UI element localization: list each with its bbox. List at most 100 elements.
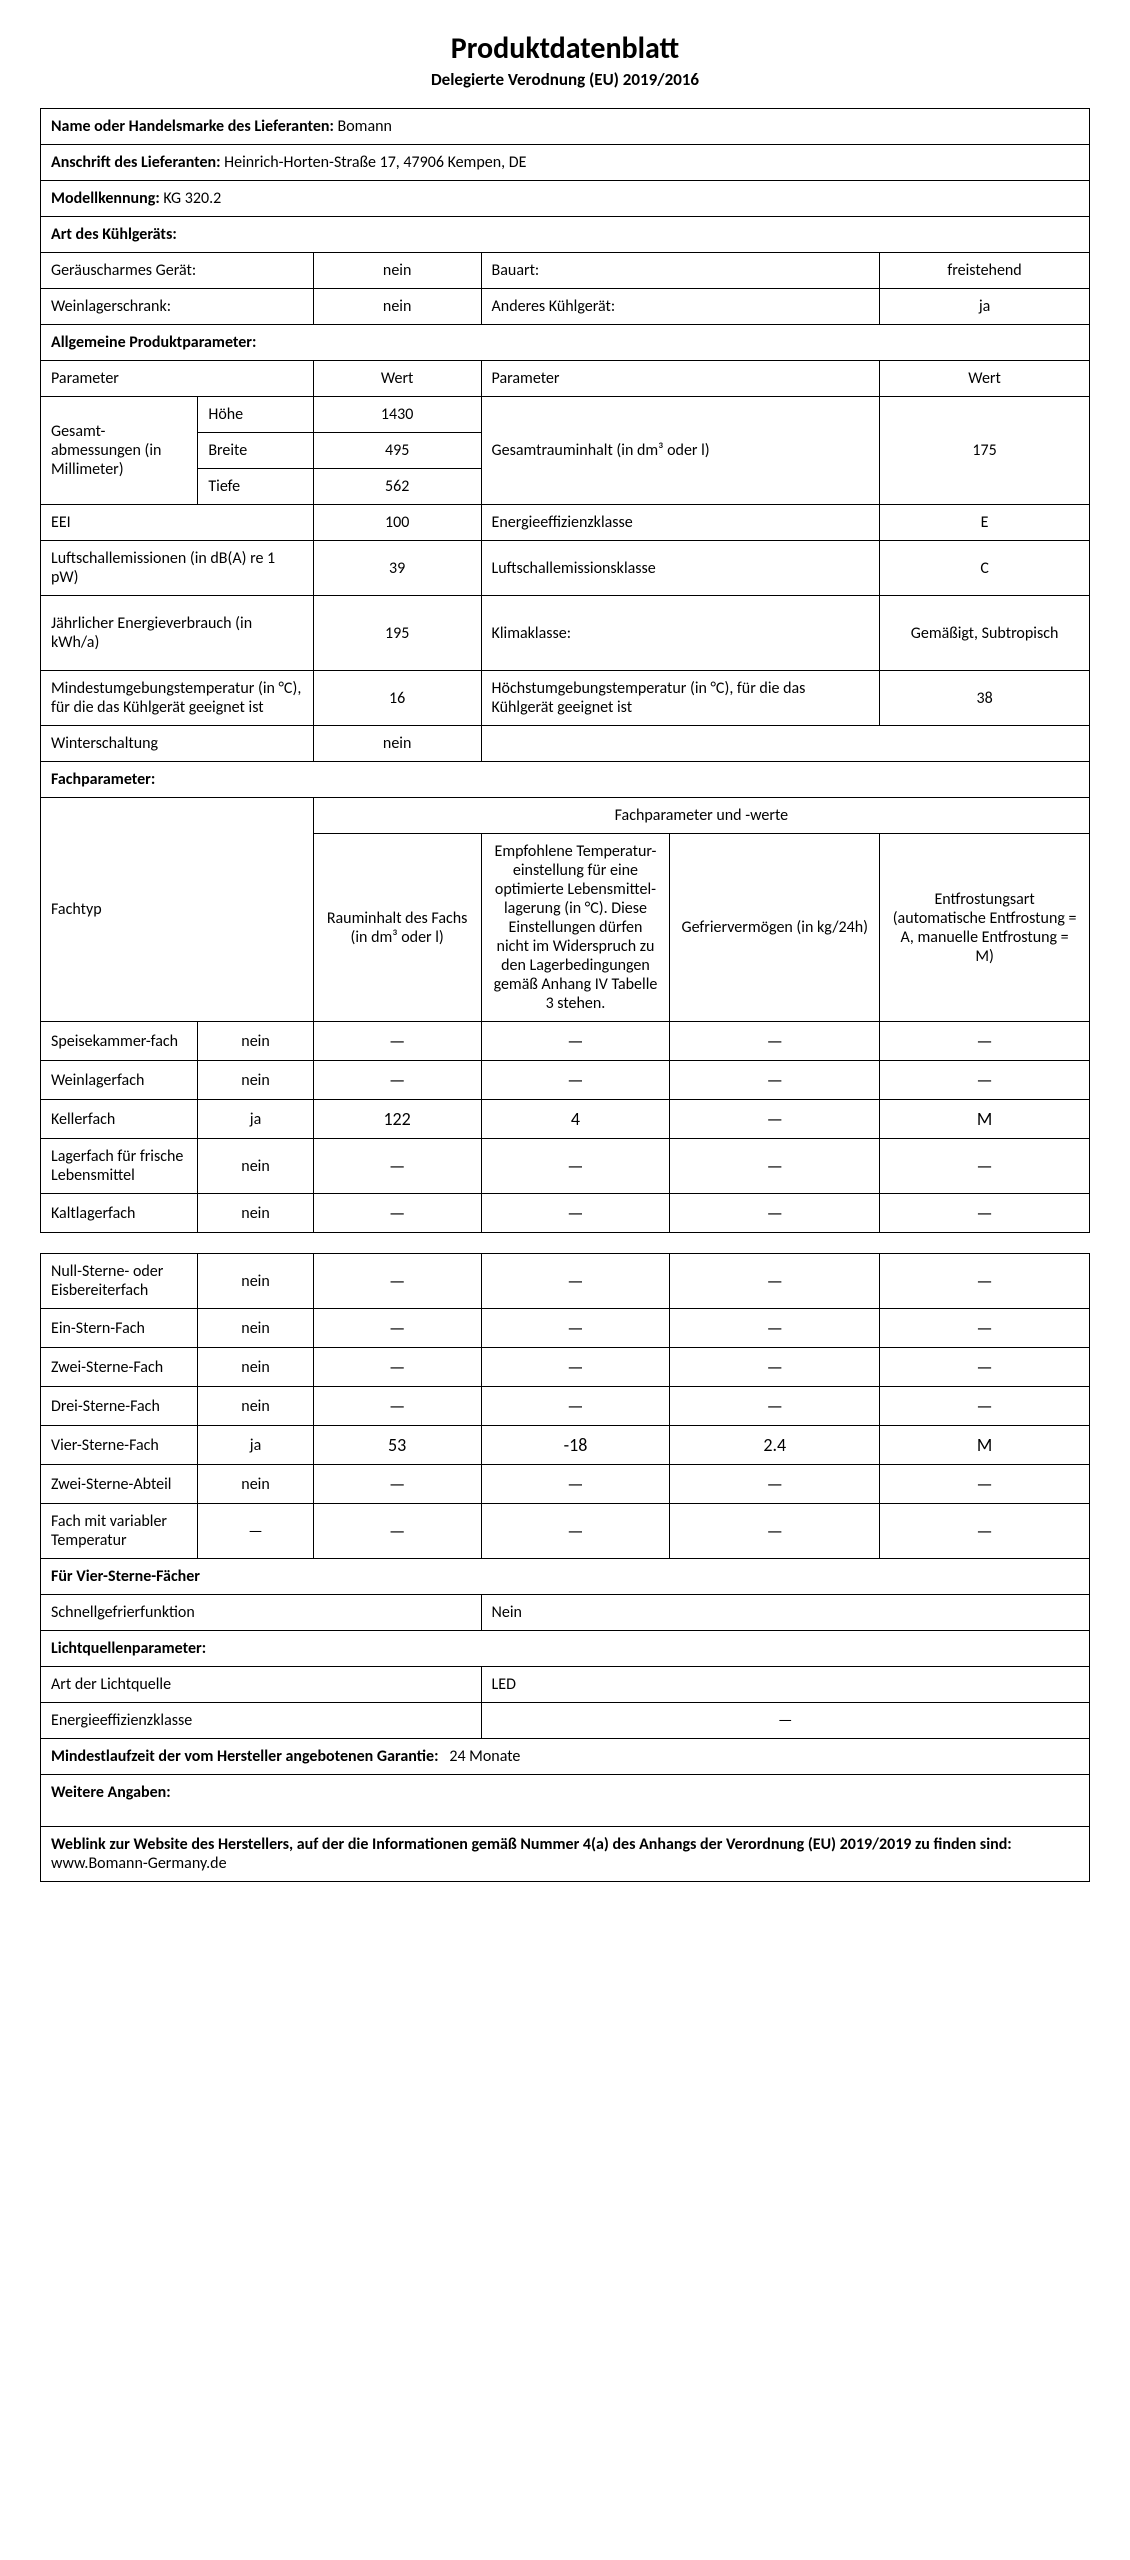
- compartment-vol: —: [313, 1254, 481, 1309]
- compartment-freeze: —: [670, 1022, 880, 1061]
- compartment-defrost: M: [880, 1100, 1090, 1139]
- compartment-vol: 122: [313, 1100, 481, 1139]
- parameter-label-1: Parameter: [41, 361, 314, 397]
- fachtyp-label: Fachtyp: [41, 798, 314, 1022]
- compartment-present: nein: [198, 1139, 313, 1194]
- eei-value: 100: [313, 505, 481, 541]
- table-row: Null-Sterne- oder Eisbereiterfachnein———…: [41, 1254, 1090, 1309]
- wine-value: nein: [313, 289, 481, 325]
- compartment-freeze: —: [670, 1387, 880, 1426]
- section-gap: [41, 1233, 1090, 1254]
- compartment-temp: —: [481, 1465, 670, 1504]
- dimensions-label: Gesamt-abmessungen (in Millimeter): [41, 397, 198, 505]
- col-defrost: Entfrostungsart (automatische Entfrostun…: [880, 834, 1090, 1022]
- max-temp-value: 38: [880, 671, 1090, 726]
- value-label-2: Wert: [880, 361, 1090, 397]
- compartment-present: nein: [198, 1061, 313, 1100]
- compartment-defrost: —: [880, 1194, 1090, 1233]
- page-subtitle: Delegierte Verodnung (EU) 2019/2016: [40, 69, 1090, 90]
- width-label: Breite: [198, 433, 313, 469]
- total-volume-value: 175: [880, 397, 1090, 505]
- compartment-name: Ein-Stern-Fach: [41, 1309, 198, 1348]
- quick-freeze-value: Nein: [481, 1595, 1089, 1631]
- compartment-vol: —: [313, 1139, 481, 1194]
- compartment-defrost: —: [880, 1061, 1090, 1100]
- low-noise-value: nein: [313, 253, 481, 289]
- height-label: Höhe: [198, 397, 313, 433]
- compartment-vol: —: [313, 1022, 481, 1061]
- compartment-vol: —: [313, 1348, 481, 1387]
- compartment-defrost: —: [880, 1387, 1090, 1426]
- weblink-label: Weblink zur Website des Herstellers, auf…: [51, 1835, 1012, 1854]
- warranty-label: Mindestlaufzeit der vom Hersteller angeb…: [51, 1747, 438, 1766]
- compartment-present: —: [198, 1504, 313, 1559]
- compartment-defrost: —: [880, 1022, 1090, 1061]
- total-volume-label: Gesamtrauminhalt (in dm³ oder l): [481, 397, 880, 505]
- winter-label: Winterschaltung: [41, 726, 314, 762]
- compartment-name: Null-Sterne- oder Eisbereiterfach: [41, 1254, 198, 1309]
- compartment-present: nein: [198, 1254, 313, 1309]
- compartment-defrost: M: [880, 1426, 1090, 1465]
- compartment-defrost: —: [880, 1465, 1090, 1504]
- compartment-name: Weinlagerfach: [41, 1061, 198, 1100]
- compartment-freeze: —: [670, 1100, 880, 1139]
- compartment-temp: —: [481, 1387, 670, 1426]
- compartment-present: nein: [198, 1465, 313, 1504]
- type-header: Art des Kühlgeräts:: [41, 217, 1090, 253]
- supplier-name-row: Name oder Handelsmarke des Lieferanten: …: [41, 109, 1090, 145]
- compartment-name: Speisekammer-fach: [41, 1022, 198, 1061]
- compartment-temp: —: [481, 1504, 670, 1559]
- light-type-value: LED: [481, 1667, 1089, 1703]
- compartment-temp: —: [481, 1139, 670, 1194]
- annual-energy-value: 195: [313, 596, 481, 671]
- compartment-freeze: 2.4: [670, 1426, 880, 1465]
- construction-value: freistehend: [880, 253, 1090, 289]
- supplier-address-row: Anschrift des Lieferanten: Heinrich-Hort…: [41, 145, 1090, 181]
- table-row: Lagerfach für frische Lebensmittelnein——…: [41, 1139, 1090, 1194]
- quick-freeze-label: Schnellgefrierfunktion: [41, 1595, 482, 1631]
- light-class-label: Energieeffizienzklasse: [41, 1703, 482, 1739]
- table-row: Vier-Sterne-Fachja53-182.4M: [41, 1426, 1090, 1465]
- datasheet-table: Name oder Handelsmarke des Lieferanten: …: [40, 108, 1090, 1882]
- compartment-name: Vier-Sterne-Fach: [41, 1426, 198, 1465]
- compartment-temp: —: [481, 1061, 670, 1100]
- construction-label: Bauart:: [481, 253, 880, 289]
- table-row: Zwei-Sterne-Abteilnein————: [41, 1465, 1090, 1504]
- weblink-value: www.Bomann-Germany.de: [51, 1854, 227, 1873]
- table-row: Fach mit variabler Temperatur—————: [41, 1504, 1090, 1559]
- compartment-present: nein: [198, 1348, 313, 1387]
- warranty-row: Mindestlaufzeit der vom Hersteller angeb…: [41, 1739, 1090, 1775]
- noise-class-label: Luftschallemissionsklasse: [481, 541, 880, 596]
- compartment-vol: —: [313, 1504, 481, 1559]
- compartment-vol: —: [313, 1309, 481, 1348]
- depth-label: Tiefe: [198, 469, 313, 505]
- compartment-header: Fachparameter:: [41, 762, 1090, 798]
- compartment-present: nein: [198, 1194, 313, 1233]
- compartment-vol: —: [313, 1061, 481, 1100]
- light-type-label: Art der Lichtquelle: [41, 1667, 482, 1703]
- compartment-temp: -18: [481, 1426, 670, 1465]
- compartment-vol: 53: [313, 1426, 481, 1465]
- col-temp: Empfohlene Temperatur-einstellung für ei…: [481, 834, 670, 1022]
- annual-energy-label: Jährlicher Energieverbrauch (in kWh/a): [41, 596, 314, 671]
- noise-value: 39: [313, 541, 481, 596]
- compartment-freeze: —: [670, 1254, 880, 1309]
- four-star-header: Für Vier-Sterne-Fächer: [41, 1559, 1090, 1595]
- compartment-temp: 4: [481, 1100, 670, 1139]
- compartment-name: Kellerfach: [41, 1100, 198, 1139]
- noise-class-value: C: [880, 541, 1090, 596]
- warranty-value: 24 Monate: [449, 1747, 520, 1766]
- compartment-name: Fach mit variabler Temperatur: [41, 1504, 198, 1559]
- compartment-name: Zwei-Sterne-Fach: [41, 1348, 198, 1387]
- compartment-freeze: —: [670, 1139, 880, 1194]
- table-row: Speisekammer-fachnein————: [41, 1022, 1090, 1061]
- table-row: Drei-Sterne-Fachnein————: [41, 1387, 1090, 1426]
- height-value: 1430: [313, 397, 481, 433]
- min-temp-value: 16: [313, 671, 481, 726]
- col-freeze: Gefriervermögen (in kg/24h): [670, 834, 880, 1022]
- table-row: Kellerfachja1224—M: [41, 1100, 1090, 1139]
- climate-class-label: Klimaklasse:: [481, 596, 880, 671]
- compartment-vol: —: [313, 1465, 481, 1504]
- page-title: Produktdatenblatt: [40, 30, 1090, 67]
- compartment-defrost: —: [880, 1309, 1090, 1348]
